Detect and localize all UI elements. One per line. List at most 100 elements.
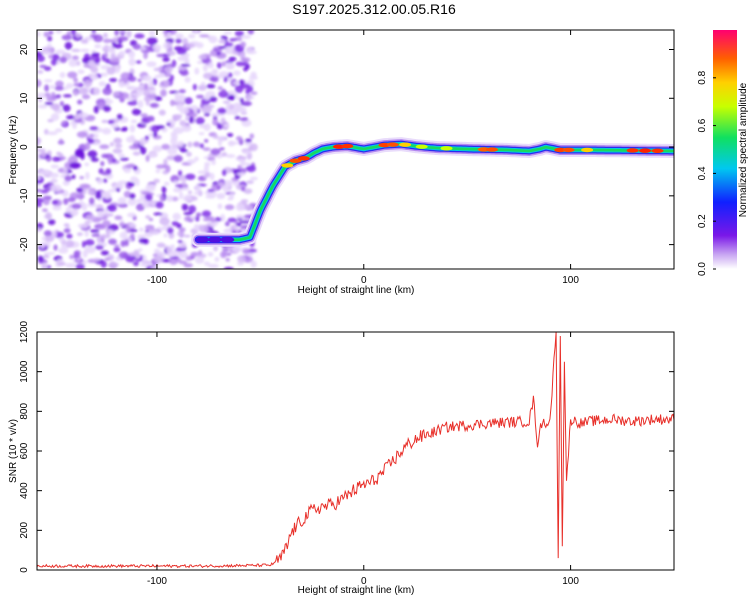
noise-blob bbox=[209, 96, 218, 103]
noise-blob bbox=[205, 216, 215, 220]
spectrogram-ytick-label: 20 bbox=[19, 44, 30, 56]
noise-blob bbox=[84, 229, 89, 238]
noise-blob bbox=[239, 220, 250, 224]
noise-blob bbox=[176, 103, 184, 111]
noise-blob bbox=[236, 156, 247, 160]
noise-blob bbox=[209, 172, 215, 181]
noise-blob bbox=[39, 64, 47, 69]
noise-blob bbox=[124, 239, 129, 247]
noise-blob bbox=[153, 212, 163, 216]
noise-blob bbox=[166, 155, 176, 161]
noise-blob bbox=[185, 151, 192, 157]
noise-blob bbox=[208, 77, 218, 82]
noise-blob bbox=[150, 152, 158, 158]
noise-blob bbox=[202, 64, 208, 72]
noise-blob bbox=[70, 30, 77, 36]
snr-y-ticks: 0 200 400 600 800 1000 1200 bbox=[19, 320, 674, 573]
track-band-green bbox=[197, 142, 674, 241]
noise-blob bbox=[89, 126, 99, 131]
snr-frame bbox=[36, 331, 675, 571]
noise-blob bbox=[166, 122, 171, 126]
noise-blob bbox=[194, 156, 199, 162]
noise-blob bbox=[161, 143, 171, 150]
noise-blob bbox=[101, 171, 109, 176]
noise-blob bbox=[100, 260, 107, 268]
noise-blob bbox=[90, 157, 99, 162]
noise-blob bbox=[133, 140, 140, 145]
noise-blob bbox=[59, 156, 67, 160]
noise-blob bbox=[71, 203, 82, 210]
noise-blob bbox=[226, 62, 234, 69]
noise-blob bbox=[126, 30, 132, 38]
spectrogram-ytick-label: 0 bbox=[19, 144, 30, 150]
snr-ytick-label: 400 bbox=[19, 482, 30, 499]
noise-blob bbox=[155, 201, 164, 209]
noise-blob bbox=[171, 30, 177, 35]
noise-blob bbox=[37, 255, 44, 262]
noise-blob bbox=[175, 38, 182, 44]
noise-blob bbox=[148, 80, 154, 89]
noise-blob bbox=[168, 232, 175, 239]
noise-blob bbox=[166, 245, 175, 254]
noise-blob bbox=[223, 75, 228, 83]
noise-blob bbox=[103, 38, 112, 44]
colorbar-label: Normalized spectral amplitude bbox=[738, 82, 749, 217]
track-hotspot bbox=[386, 142, 399, 147]
noise-blob bbox=[239, 83, 251, 89]
noise-blob bbox=[213, 245, 219, 252]
noise-blob bbox=[202, 147, 211, 151]
noise-blob bbox=[249, 133, 255, 139]
noise-blob bbox=[98, 81, 106, 87]
noise-blob bbox=[185, 115, 190, 122]
noise-blob bbox=[110, 53, 116, 60]
noise-blob bbox=[73, 82, 80, 87]
noise-blob bbox=[114, 65, 121, 74]
spectrogram-y-ticks: 20 10 0 -10 -20 bbox=[19, 44, 674, 252]
noise-blob bbox=[159, 195, 165, 202]
noise-blob bbox=[221, 88, 227, 94]
noise-blob bbox=[233, 70, 241, 76]
noise-blob bbox=[77, 69, 85, 74]
noise-blob bbox=[236, 172, 246, 177]
noise-blob bbox=[43, 198, 50, 206]
noise-blob bbox=[139, 262, 151, 267]
noise-blob bbox=[93, 105, 99, 114]
noise-blob bbox=[167, 227, 174, 234]
noise-blob bbox=[50, 184, 62, 192]
noise-blob bbox=[201, 210, 212, 218]
noise-blob bbox=[130, 119, 138, 124]
noise-blob bbox=[212, 70, 218, 77]
snr-ytick-label: 600 bbox=[19, 442, 30, 459]
snr-xtick-label: 100 bbox=[562, 576, 579, 587]
noise-blob bbox=[139, 146, 147, 155]
noise-blob bbox=[170, 99, 175, 107]
track-hotspot bbox=[554, 147, 567, 153]
noise-blob bbox=[178, 89, 186, 94]
noise-blob bbox=[173, 155, 183, 163]
noise-blob bbox=[140, 46, 147, 51]
noise-blob bbox=[199, 34, 210, 38]
noise-blob bbox=[235, 96, 242, 100]
noise-blob bbox=[82, 249, 88, 258]
noise-blob bbox=[45, 251, 56, 255]
noise-blob bbox=[139, 193, 145, 201]
noise-blob bbox=[154, 96, 163, 102]
noise-blob bbox=[119, 231, 128, 239]
noise-blob bbox=[66, 115, 76, 120]
noise-blob bbox=[55, 80, 64, 88]
noise-blob bbox=[82, 57, 90, 64]
noise-blob bbox=[162, 80, 170, 86]
noise-blob bbox=[182, 37, 189, 45]
noise-blob bbox=[64, 175, 72, 182]
noise-blob bbox=[120, 240, 126, 248]
noise-blob bbox=[133, 261, 139, 267]
noise-blob bbox=[79, 48, 90, 53]
noise-blob bbox=[163, 181, 170, 186]
figure-title: S197.2025.312.00.05.R16 bbox=[292, 1, 456, 17]
noise-blob bbox=[110, 123, 119, 129]
noise-blob bbox=[109, 141, 115, 147]
noise-blob bbox=[132, 43, 142, 50]
noise-speckle bbox=[37, 30, 258, 269]
noise-blob bbox=[145, 98, 150, 106]
noise-blob bbox=[235, 214, 245, 219]
